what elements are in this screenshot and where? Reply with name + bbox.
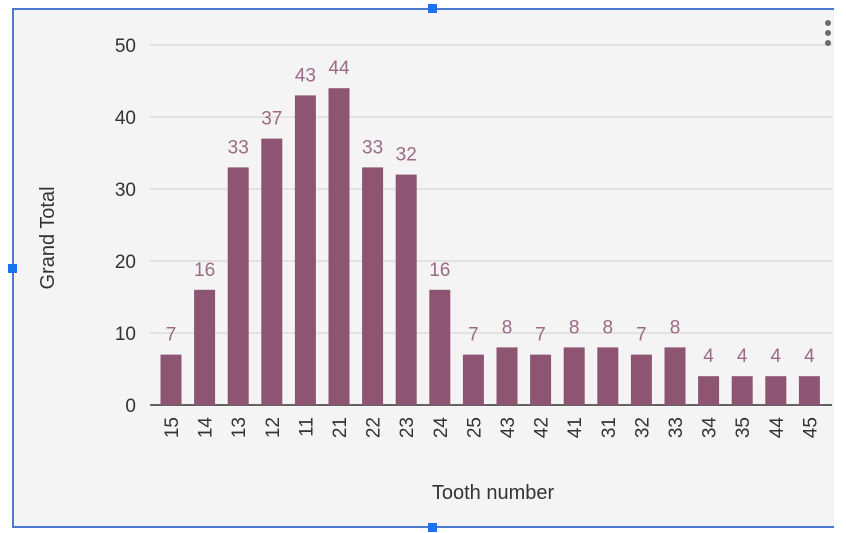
bar-41 [563,347,585,405]
bar-21 [328,88,350,405]
bar-24 [429,289,451,405]
data-label: 4 [771,346,782,367]
x-tick-label: 25 [464,417,485,438]
y-tick-label: 50 [115,36,136,57]
data-label: 7 [636,325,647,346]
data-label: 7 [468,325,479,346]
y-tick-label: 40 [115,108,136,129]
data-label: 37 [261,109,282,130]
bar-44 [765,376,787,405]
bar-42 [530,354,552,405]
data-label: 8 [670,317,681,338]
data-label: 44 [328,58,350,79]
x-tick-label: 22 [364,417,385,438]
x-tick-label: 31 [599,417,620,438]
data-label: 43 [295,65,316,86]
bar-15 [160,354,182,405]
resize-handle-left[interactable] [8,264,17,273]
x-axis-title: Tooth number [432,482,555,504]
x-tick-label: 35 [733,417,754,438]
x-tick-label: 42 [532,417,553,438]
x-tick-label: 43 [498,417,519,438]
data-label: 4 [703,346,714,367]
x-tick-label: 13 [229,417,250,438]
x-tick-label: 11 [296,417,317,437]
data-label: 4 [737,346,748,367]
chart-container[interactable] [12,8,834,528]
y-tick-label: 10 [115,324,136,345]
bar-22 [362,167,384,405]
x-tick-label: 33 [666,417,687,438]
data-label: 33 [228,137,249,158]
data-label: 7 [535,325,546,346]
resize-handle-top[interactable] [428,4,437,13]
x-tick-label: 24 [431,417,452,439]
x-tick-label: 15 [162,417,183,438]
data-label: 8 [569,317,580,338]
resize-handle-bottom[interactable] [428,523,437,532]
bar-35 [731,376,753,405]
x-tick-label: 44 [767,417,788,439]
data-label: 8 [502,317,513,338]
x-tick-label: 12 [263,417,284,438]
y-tick-label: 0 [125,396,136,417]
bar-31 [597,347,619,405]
bar-45 [798,376,820,405]
bar-14 [194,289,216,405]
y-axis-title: Grand Total [37,186,59,289]
x-tick-label: 32 [632,417,653,438]
bar-25 [462,354,484,405]
data-label: 16 [194,260,215,281]
bar-11 [294,95,316,406]
data-label: 33 [362,137,383,158]
x-tick-label: 23 [397,417,418,438]
data-label: 16 [429,260,450,281]
bar-43 [496,347,518,405]
data-label: 8 [603,317,614,338]
bar-13 [227,167,249,405]
y-tick-label: 20 [115,252,136,273]
x-tick-label: 21 [330,417,351,438]
y-tick-label: 30 [115,180,136,201]
data-label: 4 [804,346,815,367]
x-tick-label: 34 [700,417,721,439]
x-tick-label: 45 [800,417,821,438]
bar-32 [630,354,652,405]
x-tick-label: 14 [196,417,217,439]
data-label: 32 [396,145,417,166]
data-label: 7 [166,325,177,346]
x-tick-label: 41 [565,417,586,438]
bar-12 [261,138,283,405]
bar-33 [664,347,686,405]
more-vert-icon[interactable] [823,20,833,54]
bar-34 [698,376,720,405]
bar-23 [395,174,417,405]
